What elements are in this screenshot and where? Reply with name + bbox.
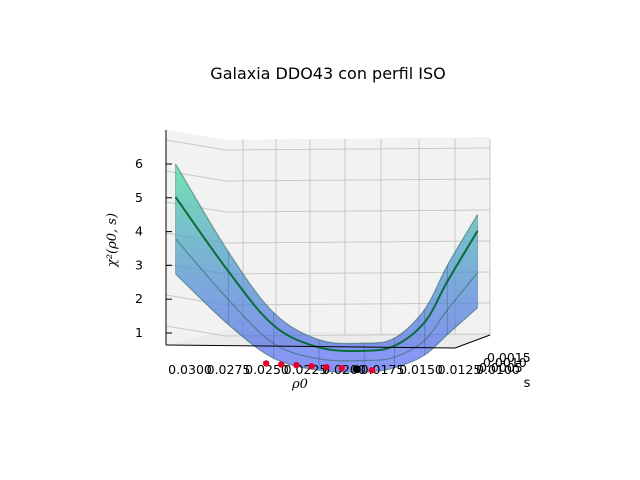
x-tick-label: 0.0275 [207,362,251,377]
y-tick-label: 0.0010 [483,355,527,370]
z-tick-label: 5 [135,190,143,205]
z-tick-label: 2 [135,291,143,306]
grid-hline-left [165,139,227,151]
x-tick-label: 0.0250 [245,362,289,377]
x-tick-label: 0.0300 [168,362,212,377]
chart-title: Galaxia DDO43 con perfil ISO [210,64,445,83]
x-tick-label: 0.0150 [399,362,443,377]
y-axis-line [454,334,491,349]
chi2-surface [174,163,479,373]
z-tick-label: 6 [135,156,143,171]
z-axis-label: χ²(ρ0, s) [105,213,120,268]
y-axis-label: s [524,376,531,391]
grid-hline [225,147,491,151]
x-tick-label: 0.0100 [476,362,520,377]
z-tick-label: 3 [135,257,143,272]
z-tick-label: 1 [135,325,143,340]
x-tick-label: 0.0175 [361,362,405,377]
grid-hline-left [165,325,227,337]
y-tick-label: 0.0005 [479,360,523,375]
y-tick-label: 0.0015 [487,350,531,365]
minimum-point [262,360,270,367]
axes: 1234560.03000.02750.02500.02250.02000.01… [135,130,531,377]
minimum-point [308,362,315,370]
x-tick-label: 0.0125 [438,362,482,377]
x-axis-label: ρ0 [291,377,308,392]
minimum-points [262,360,376,374]
surface-fill [175,164,478,373]
surface-curve [174,196,479,353]
back-pane [226,137,490,335]
minimum-point [293,361,300,369]
z-tick-label: 4 [135,224,143,239]
x-tick-label: 0.0225 [284,362,328,377]
surface-curve [175,238,479,362]
minimum-point [338,364,345,372]
grid-hline [225,240,491,244]
surface-curve [175,273,478,373]
minimum-point [278,361,285,368]
grid-hline [225,209,491,213]
minimum-point [323,363,330,371]
best-fit-point [352,365,361,374]
minimum-point [368,367,376,374]
surface-curve [175,163,479,345]
grid-hline [225,178,491,182]
x-axis-line [165,344,456,349]
